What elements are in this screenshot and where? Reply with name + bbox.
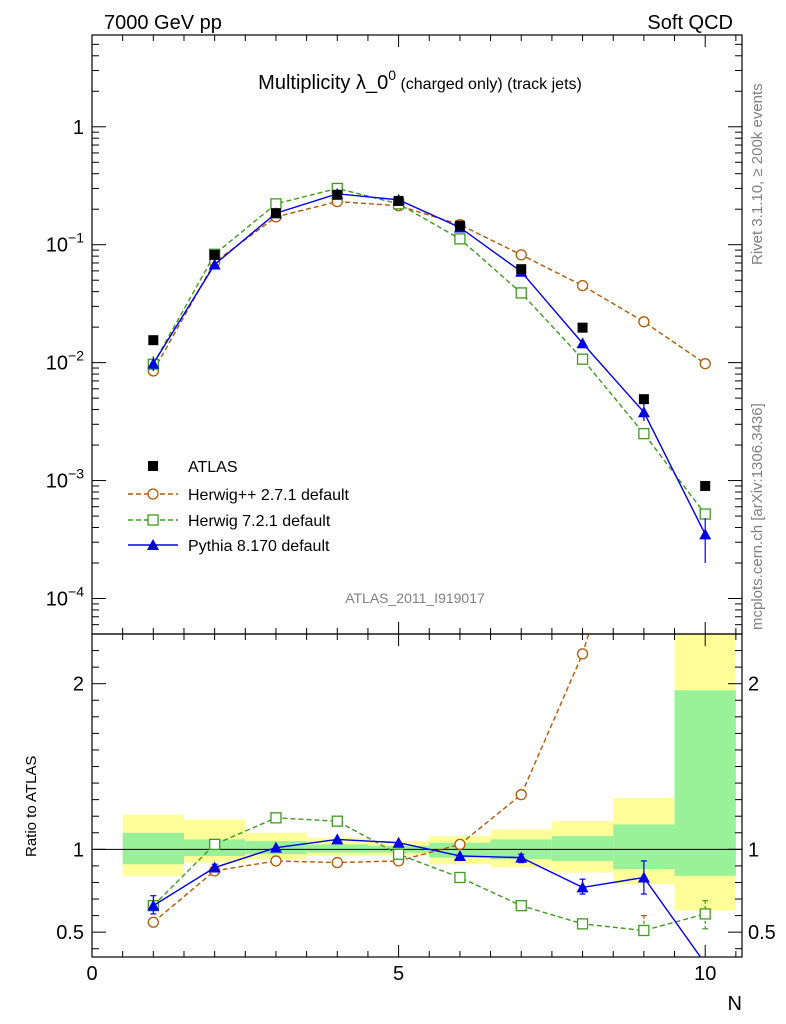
ratio-marker: [147, 916, 159, 928]
ratio-marker: [269, 841, 282, 853]
header-right: Soft QCD: [647, 12, 733, 34]
series-marker: [208, 258, 221, 270]
series-marker: [638, 427, 650, 440]
series-marker: [577, 322, 588, 333]
legend-marker: [147, 539, 159, 550]
ratio-marker: [576, 918, 589, 930]
ratio-marker: [453, 849, 466, 861]
series-marker: [638, 394, 649, 405]
x-tick-label: 0: [86, 963, 97, 985]
series-marker: [454, 220, 465, 231]
y-tick-label: 10−1: [46, 230, 84, 257]
series-marker: [270, 208, 281, 219]
series-marker: [209, 249, 220, 260]
plot-title-sub: (charged only) (track jets): [396, 76, 582, 93]
ratio-marker: [699, 908, 711, 920]
ratio-band-green: [674, 690, 736, 876]
ratio-uncertainty-bands: [122, 634, 736, 911]
main-panel-series: [147, 182, 712, 563]
legend-marker: [147, 514, 159, 526]
ratio-marker: [637, 871, 650, 883]
ratio-y-tick-label: 0.5: [56, 922, 84, 944]
ratio-marker: [515, 900, 527, 912]
legend-marker: [147, 488, 159, 500]
ratio-marker: [270, 855, 282, 867]
plot-title-main: Multiplicity λ_0: [258, 72, 388, 94]
ratio-marker: [331, 856, 343, 869]
series-marker: [515, 249, 527, 261]
ratio-marker: [392, 848, 405, 860]
ratio-band-green: [306, 844, 368, 853]
analysis-id: ATLAS_2011_I919017: [345, 590, 485, 606]
series-marker: [147, 357, 160, 369]
series-marker: [699, 358, 711, 370]
legend-marker: [148, 461, 158, 471]
ratio-series-line: [152, 838, 702, 957]
x-axis-label: N: [728, 993, 742, 1015]
series-marker: [637, 406, 650, 418]
ratio-marker: [638, 924, 650, 937]
series-marker: [148, 335, 159, 346]
series-marker: [454, 233, 466, 245]
ratio-marker: [331, 815, 343, 827]
legend-label: Pythia 8.170 default: [188, 538, 330, 555]
ratio-marker: [576, 648, 589, 660]
ratio-marker: [331, 833, 344, 845]
legend-label: ATLAS: [188, 459, 238, 476]
ratio-y-axis-label: Ratio to ATLAS: [23, 756, 40, 857]
ratio-panel-series: [147, 634, 711, 957]
series-marker: [576, 279, 589, 292]
series-marker: [332, 189, 343, 200]
y-tick-label: 1: [73, 117, 84, 139]
ratio-marker: [454, 871, 466, 884]
series-marker: [699, 528, 712, 540]
mcplots-label: mcplots.cern.ch [arXiv:1306.3436]: [749, 403, 766, 630]
series-marker: [700, 480, 711, 491]
ratio-marker: [147, 899, 160, 911]
series-line: [152, 200, 706, 372]
ratio-marker: [515, 851, 528, 863]
legend-label: Herwig++ 2.7.1 default: [188, 487, 350, 504]
ratio-frame: [91, 633, 743, 958]
ratio-y-tick-label-right: 1: [748, 839, 759, 861]
plot-title: Multiplicity λ_00 (charged only) (track …: [258, 67, 582, 94]
ratio-panel-axes: 0 5 100.5 0.51 12 2: [56, 35, 776, 985]
ratio-series-inner: [147, 634, 711, 957]
series-marker: [515, 287, 527, 299]
header-left: 7000 GeV pp: [104, 12, 222, 34]
x-tick-label: 5: [393, 963, 404, 985]
legend: ATLAS Herwig++ 2.7.1 default Herwig 7.2.1 …: [128, 459, 350, 555]
ratio-band-green: [551, 836, 614, 861]
ratio-marker: [392, 836, 405, 848]
ratio-marker: [576, 881, 589, 893]
ratio-series-line: [152, 817, 706, 932]
series-marker: [638, 316, 650, 328]
x-tick-label: 10: [694, 963, 716, 985]
ratio-series-line: [152, 634, 590, 923]
y-tick-label: 10−2: [46, 348, 84, 375]
ratio-y-tick-label: 1: [73, 839, 84, 861]
series-marker: [576, 353, 589, 365]
ratio-marker: [208, 838, 221, 851]
series-marker: [393, 195, 404, 206]
legend-label: Herwig 7.2.1 default: [188, 513, 331, 530]
ratio-y-tick-label-right: 0.5: [748, 922, 776, 944]
rivet-version-label: Rivet 3.1.10, ≥ 200k events: [749, 83, 766, 265]
ratio-marker: [515, 789, 527, 801]
ratio-y-tick-label: 2: [73, 674, 84, 696]
series-line: [152, 193, 706, 535]
series-marker: [699, 508, 711, 520]
ratio-marker: [208, 861, 221, 873]
y-tick-label: 10−4: [46, 583, 84, 610]
ratio-marker: [270, 812, 282, 824]
ratio-y-tick-label-right: 2: [748, 674, 759, 696]
series-marker: [516, 264, 527, 275]
series-marker: [576, 337, 589, 349]
ratio-band-green: [122, 832, 184, 865]
y-tick-label: 10−3: [46, 466, 84, 493]
plot-title-sup: 0: [388, 67, 396, 83]
ratio-marker: [454, 838, 466, 851]
